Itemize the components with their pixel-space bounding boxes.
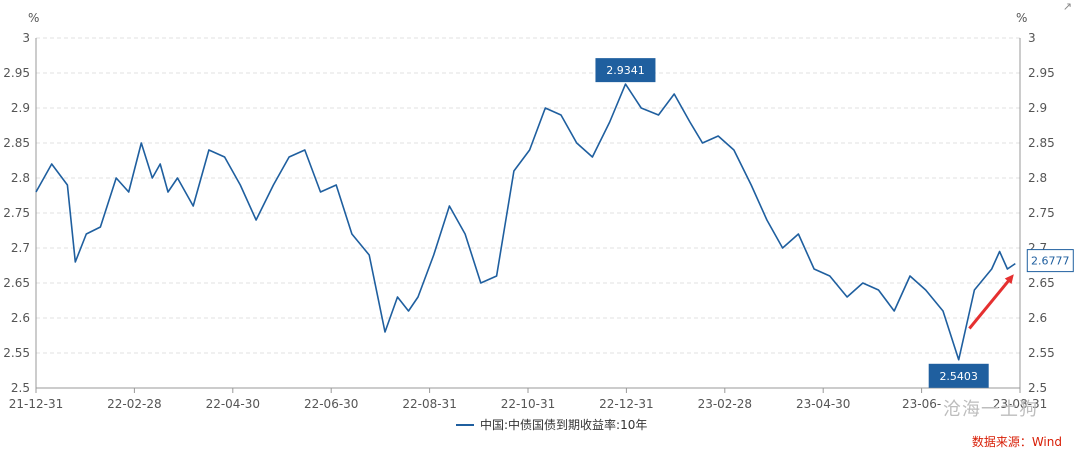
y-tick-label-left: 2.9 [11, 101, 30, 115]
value-label: 2.9341 [606, 64, 645, 77]
y-tick-label-left: 2.5 [11, 381, 30, 395]
x-tick-label: 23-08-31 [993, 397, 1047, 411]
source-note: 数据来源：Wind [971, 435, 1062, 449]
value-label: 2.6777 [1031, 255, 1070, 268]
trend-arrow-head [1004, 274, 1014, 285]
watermark: 沧海一土狗 [943, 399, 1038, 420]
trend-arrow-line [968, 276, 1013, 330]
x-tick-label: 22-08-31 [402, 397, 456, 411]
y-tick-label-left: 2.8 [11, 171, 30, 185]
y-tick-label-right: 2.5 [1028, 381, 1047, 395]
y-unit-left: % [28, 11, 39, 25]
axis-layer: 2.5 2.52.55 2.552.6 2.62.65 2.652.7 2.72.75 2.… [3, 11, 1054, 411]
value-label: 2.5403 [939, 370, 978, 383]
annotation-layer: 2.9341 2.5403 2.6777 [595, 58, 1074, 388]
y-tick-label-left: 2.55 [3, 346, 30, 360]
x-tick-label: 23-04-30 [796, 397, 850, 411]
x-tick-label: 23-02-28 [698, 397, 752, 411]
x-tick-label: 22-04-30 [206, 397, 260, 411]
value-label-box [928, 363, 989, 388]
y-tick-label-right: 2.65 [1028, 276, 1055, 290]
y-tick-label-left: 2.65 [3, 276, 30, 290]
legend-label: 中国:中债国债到期收益率:10年 [480, 418, 648, 432]
legend-swatch [456, 423, 474, 426]
series-line [35, 83, 1016, 361]
x-tick-label: 22-06-30 [304, 397, 358, 411]
y-tick-label-right: 2.55 [1028, 346, 1055, 360]
grid-layer [36, 37, 1020, 389]
y-tick-label-right: 2.8 [1028, 171, 1047, 185]
x-tick-label: 22-02-28 [107, 397, 161, 411]
x-tick-label: 22-10-31 [501, 397, 555, 411]
expand-icon[interactable]: ↗ [1062, 0, 1072, 13]
y-tick-label-right: 2.85 [1028, 136, 1055, 150]
y-tick-label-left: 2.75 [3, 206, 30, 220]
y-tick-label-right: 3 [1028, 31, 1036, 45]
y-tick-label-left: 2.95 [3, 66, 30, 80]
x-tick-label: 22-12-31 [599, 397, 653, 411]
y-tick-label-left: 2.6 [11, 311, 30, 325]
x-tick-label: 23-06- [902, 397, 941, 411]
y-tick-label-right: 2.95 [1028, 66, 1055, 80]
y-tick-label-left: 3 [22, 31, 30, 45]
y-tick-label-right: 2.9 [1028, 101, 1047, 115]
series-layer [35, 83, 1016, 361]
y-tick-label-left: 2.7 [11, 241, 30, 255]
value-label-box [1026, 249, 1074, 273]
x-tick-label: 21-12-31 [9, 397, 63, 411]
legend[interactable]: 中国:中债国债到期收益率:10年 [456, 416, 647, 433]
y-tick-label-right: 2.75 [1028, 206, 1055, 220]
y-tick-label-left: 2.85 [3, 136, 30, 150]
y-unit-right: % [1016, 11, 1027, 25]
y-tick-label-right: 2.6 [1028, 311, 1047, 325]
value-label-box [595, 58, 656, 83]
